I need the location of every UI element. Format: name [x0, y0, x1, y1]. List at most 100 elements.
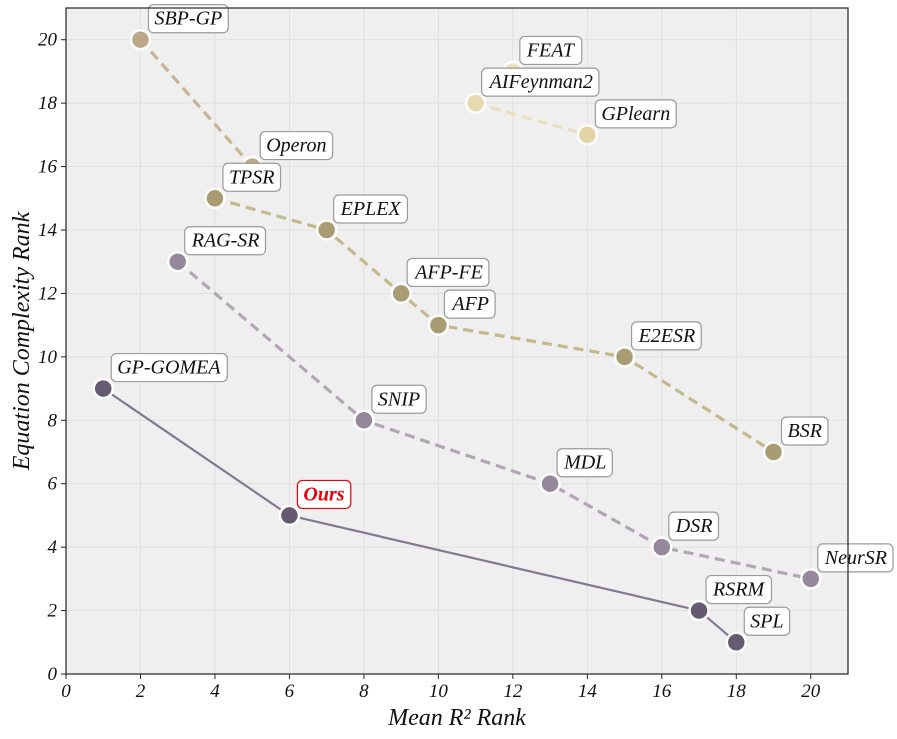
data-point-rsrm	[688, 599, 710, 622]
label-text: SBP-GP	[154, 8, 222, 30]
x-tick-label: 18	[727, 681, 747, 702]
point-label-dsr: DSR	[668, 511, 720, 541]
data-point-dsr	[651, 536, 673, 558]
x-tick-label: 12	[503, 681, 523, 702]
y-tick-label: 0	[48, 664, 58, 685]
series-line	[102, 387, 737, 644]
label-box	[594, 99, 677, 129]
plot-area	[66, 8, 848, 674]
label-text: BSR	[788, 420, 822, 442]
label-text: FEAT	[526, 39, 576, 61]
data-point-neursr	[800, 568, 822, 590]
data-point-afp	[427, 314, 450, 336]
y-axis-title: Equation Complexity Rank	[9, 211, 35, 471]
y-tick-label: 12	[38, 283, 58, 304]
label-text: GP-GOMEA	[117, 357, 221, 379]
y-tick-label: 16	[38, 157, 58, 178]
label-box	[443, 289, 496, 319]
label-box	[817, 543, 894, 573]
label-text: MDL	[563, 452, 606, 474]
label-text: TPSR	[229, 166, 275, 188]
x-tick-label: 4	[210, 681, 220, 702]
point-label-e2esr: E2ESR	[630, 321, 702, 351]
label-box	[519, 35, 583, 66]
point-label-ours: Ours	[296, 479, 352, 510]
y-tick-label: 8	[48, 410, 58, 431]
x-axis-ticks: 0 2 4 6 8 10 12 14 16 18 20	[61, 674, 821, 702]
data-point-tpsr	[204, 187, 226, 210]
point-label-operon: Operon	[259, 130, 334, 161]
label-text: E2ESR	[638, 325, 696, 347]
label-box	[296, 479, 352, 510]
label-text: NeurSR	[824, 547, 887, 569]
point-label-aifeynman2: AIFeynman2	[481, 67, 600, 97]
label-text: Operon	[266, 135, 326, 157]
point-label-gplearn: GPlearn	[594, 99, 677, 129]
label-box	[556, 448, 613, 478]
point-label-gp-gomea: GP-GOMEA	[110, 352, 228, 383]
point-label-eplex: EPLEX	[333, 194, 409, 224]
y-tick-label: 14	[38, 220, 58, 241]
label-box	[705, 574, 773, 605]
x-tick-label: 16	[652, 681, 672, 702]
data-point-snip	[353, 409, 375, 432]
label-box	[110, 352, 228, 383]
label-box	[743, 606, 791, 636]
point-label-rsrm: RSRM	[705, 574, 773, 605]
point-label-neursr: NeurSR	[817, 543, 894, 573]
point-label-bsr: BSR	[780, 416, 829, 446]
point-label-tpsr: TPSR	[222, 162, 282, 192]
plot-frame	[65, 7, 849, 675]
label-box	[630, 321, 702, 351]
x-tick-label: 0	[61, 681, 71, 702]
y-tick-label: 4	[48, 537, 58, 558]
label-text: AFP-FE	[413, 261, 483, 283]
label-box	[147, 4, 229, 34]
point-label-afp-fe: AFP-FE	[406, 257, 490, 288]
label-text: GPlearn	[601, 103, 670, 125]
point-labels: SBP-GP Operon FEAT AIFeynman2 GPlearn TPSR EPL…	[110, 4, 894, 636]
label-text: EPLEX	[340, 198, 402, 220]
data-point-aifeynman2	[464, 92, 487, 114]
label-box	[222, 162, 282, 192]
data-point-afp-fe	[390, 282, 412, 305]
data-point-gplearn	[576, 124, 599, 146]
label-text: RAG-SR	[191, 230, 260, 252]
point-label-sbp-gp: SBP-GP	[147, 4, 229, 34]
x-tick-label: 8	[359, 681, 369, 702]
y-tick-label: 2	[48, 601, 58, 622]
x-tick-label: 14	[578, 681, 598, 702]
data-point-rag-sr	[166, 250, 189, 273]
data-point-e2esr	[613, 346, 636, 368]
point-label-rag-sr: RAG-SR	[184, 226, 267, 256]
label-text: SPL	[750, 610, 783, 632]
label-text: AFP	[450, 293, 489, 315]
label-box	[481, 67, 600, 97]
point-label-spl: SPL	[743, 606, 791, 636]
label-box	[406, 257, 490, 288]
data-point-bsr	[762, 441, 785, 463]
label-box	[668, 511, 720, 541]
x-tick-label: 20	[801, 681, 821, 702]
data-point-ours	[278, 504, 301, 527]
label-text: AIFeynman2	[488, 71, 593, 93]
x-tick-label: 10	[429, 681, 449, 702]
y-tick-label: 6	[48, 474, 58, 495]
label-box	[333, 194, 409, 224]
data-point-eplex	[315, 219, 338, 241]
label-box	[780, 416, 829, 446]
point-label-mdl: MDL	[556, 448, 613, 478]
x-axis-title: Mean R² Rank	[387, 705, 526, 731]
y-tick-label: 20	[38, 30, 58, 51]
label-box	[184, 226, 267, 256]
y-axis-ticks: 0 2 4 6 8 10 12 14 16 18 20	[38, 30, 66, 685]
x-tick-label: 6	[285, 681, 295, 702]
x-tick-label: 2	[136, 681, 146, 702]
data-point-mdl	[539, 472, 561, 495]
data-point-spl	[725, 631, 748, 654]
series-line	[214, 196, 775, 454]
label-text: RSRM	[712, 579, 765, 601]
y-tick-label: 18	[38, 93, 58, 114]
data-point-sbp-gp	[129, 28, 152, 51]
